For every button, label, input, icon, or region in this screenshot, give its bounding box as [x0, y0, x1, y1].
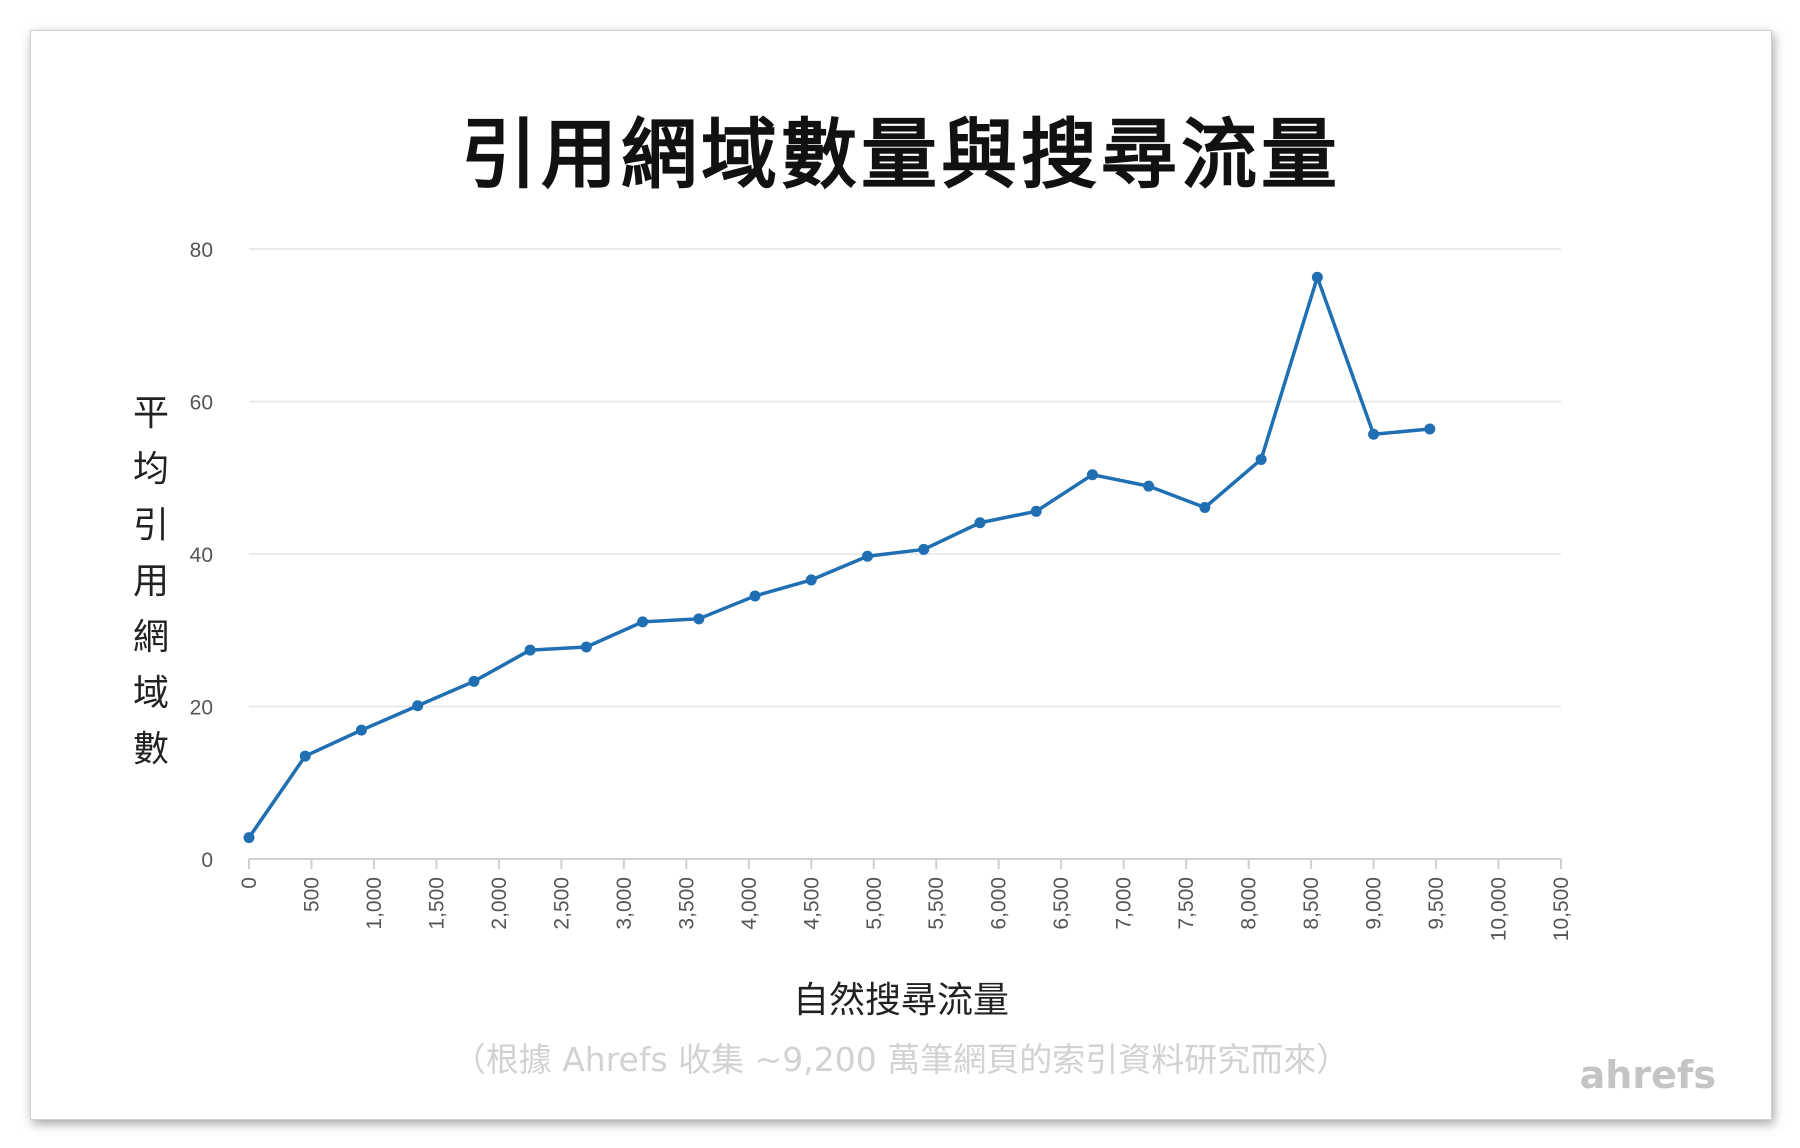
x-tick-label: 7,000: [1113, 877, 1136, 930]
x-tick-label: 1,000: [363, 877, 386, 930]
y-axis-label-char: 引: [132, 505, 169, 546]
y-axis-label-char: 域: [132, 673, 169, 714]
chart-card: 引用網域數量與搜尋流量 平均引用網域數 自然搜尋流量 （根據 Ahrefs 收集…: [30, 30, 1772, 1120]
y-tick-label: 20: [190, 697, 213, 720]
x-tick-label: 7,500: [1175, 877, 1198, 930]
y-axis-label-char: 網: [132, 617, 169, 658]
data-point: [1086, 469, 1098, 481]
x-tick-label: 9,500: [1425, 877, 1448, 930]
data-point: [805, 574, 817, 586]
x-tick-label: 0: [238, 877, 261, 889]
y-tick-label: 40: [190, 544, 213, 567]
data-point: [862, 550, 874, 562]
data-point: [1311, 271, 1323, 283]
ahrefs-logo: ahrefs: [1579, 1053, 1716, 1097]
x-tick-label: 3,000: [613, 877, 636, 930]
x-tick-label: 9,000: [1363, 877, 1386, 930]
x-tick-label: 4,000: [738, 877, 761, 930]
chart-title: 引用網域數量與搜尋流量: [461, 110, 1341, 199]
y-axis-label: 平均引用網域數: [121, 386, 181, 778]
x-tick-label: 6,000: [988, 877, 1011, 930]
x-tick-label: 5,000: [863, 877, 886, 930]
data-point: [355, 724, 367, 736]
y-axis-label-char: 數: [132, 729, 169, 770]
x-tick-label: 8,000: [1238, 877, 1261, 930]
data-point: [580, 641, 592, 653]
data-point: [637, 616, 649, 628]
series-line: [247, 275, 1430, 839]
data-point: [1255, 453, 1267, 465]
data-point: [1030, 505, 1042, 517]
y-axis-label-char: 用: [132, 561, 169, 602]
data-point: [299, 750, 311, 762]
x-tick-label: 5,500: [925, 877, 948, 930]
x-tick-label: 2,500: [550, 877, 573, 930]
source-note: （根據 Ahrefs 收集 ~9,200 萬筆網頁的索引資料研究而來）: [452, 1040, 1350, 1079]
data-point: [1199, 501, 1211, 513]
line-chart: 0 20 40 60 80 0 500 1,000 1,500 2,000 2,500 3,000 3,…: [190, 239, 1573, 941]
data-point: [243, 832, 255, 844]
x-tick-label: 4,500: [800, 877, 823, 930]
data-point: [918, 543, 930, 555]
x-tick-label: 1,500: [425, 877, 448, 930]
y-tick-label: 0: [201, 849, 213, 872]
x-tick-label: 2,000: [488, 877, 511, 930]
x-tick-label: 6,500: [1050, 877, 1073, 930]
data-point: [524, 644, 536, 656]
x-axis-label: 自然搜尋流量: [792, 980, 1009, 1021]
data-point: [1143, 480, 1155, 492]
x-tick-label: 3,500: [675, 877, 698, 930]
data-point: [412, 700, 424, 712]
data-point: [693, 613, 705, 625]
data-point: [1368, 428, 1380, 440]
x-tick-label: 10,000: [1488, 877, 1511, 941]
data-point: [468, 675, 480, 687]
y-tick-label: 60: [190, 392, 213, 415]
x-tick-label: 8,500: [1300, 877, 1323, 930]
data-point: [749, 590, 761, 602]
data-point: [1424, 423, 1436, 435]
y-axis-label-char: 平: [132, 393, 169, 434]
x-tick-label: 500: [300, 877, 323, 912]
y-tick-label: 80: [190, 239, 213, 262]
y-axis-label-char: 均: [132, 449, 169, 490]
data-point: [974, 517, 986, 529]
x-tick-label: 10,500: [1550, 877, 1573, 941]
